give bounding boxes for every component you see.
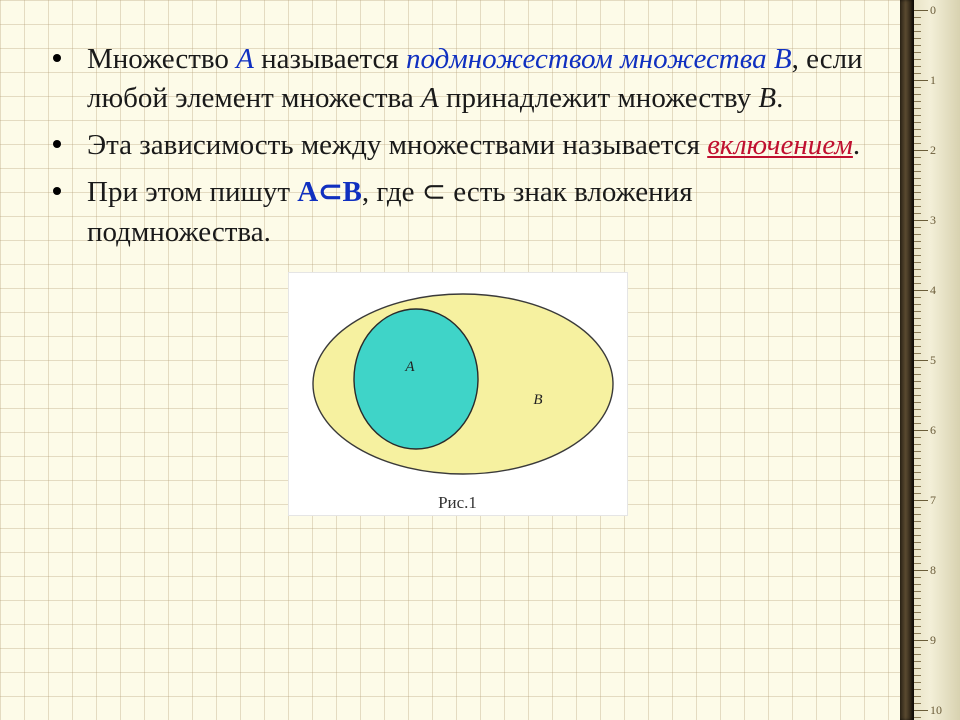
set-B: В	[774, 43, 792, 75]
ruler-scale: 012345678910	[914, 0, 960, 720]
text: При этом пишут	[87, 176, 297, 208]
text: Множество	[87, 43, 236, 75]
venn-figure: AB Рис.1	[288, 272, 628, 516]
figure-caption: Рис.1	[295, 493, 621, 513]
text: принадлежит множеству	[439, 82, 759, 114]
bullet-3: При этом пишут А⊂В, где ⊂ есть знак влож…	[45, 173, 870, 251]
text: .	[853, 129, 860, 161]
bullet-2: Эта зависимость между множествами называ…	[45, 126, 870, 165]
ruler-decoration: 012345678910	[900, 0, 960, 720]
venn-diagram: AB	[298, 279, 618, 489]
text: Эта зависимость между множествами называ…	[87, 129, 707, 161]
text: называется	[254, 43, 406, 75]
term-inclusion: включением	[707, 129, 853, 161]
ruler-edge	[900, 0, 914, 720]
svg-text:B: B	[533, 392, 542, 408]
bullet-1: Множество А называется подмножеством мно…	[45, 40, 870, 118]
set-B: В	[758, 82, 776, 114]
svg-text:A: A	[404, 359, 415, 375]
text: .	[776, 82, 783, 114]
slide-body: Множество А называется подмножеством мно…	[0, 0, 900, 720]
set-A: А	[421, 82, 439, 114]
subset-expr: А⊂В	[297, 176, 362, 208]
set-A: А	[236, 43, 254, 75]
bullet-list: Множество А называется подмножеством мно…	[45, 40, 870, 252]
term-subset: подмножеством множества	[406, 43, 774, 75]
